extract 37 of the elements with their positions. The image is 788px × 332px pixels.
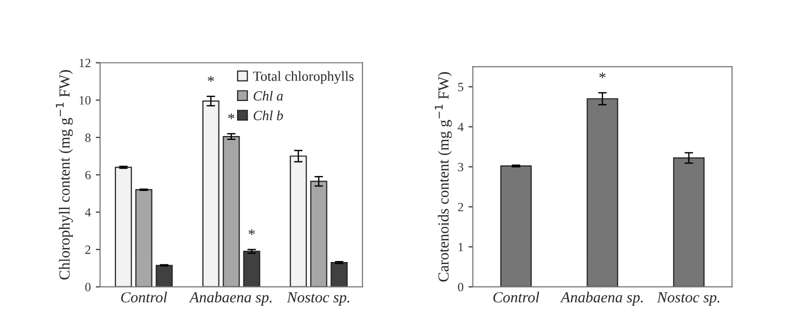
legend-label: Chl a: [254, 90, 283, 101]
x-tick-label: Nostoc sp.: [656, 292, 720, 306]
y-tick-label: 12: [80, 58, 90, 68]
y-tick-label: 0: [85, 282, 91, 292]
y-tick-label: 2: [458, 202, 464, 212]
bar: [114, 166, 132, 287]
bar: [243, 250, 260, 287]
bar: [330, 262, 348, 287]
x-tick-label: Control: [493, 292, 540, 302]
y-tick-label: 8: [85, 133, 91, 142]
y-tick-label: 2: [85, 246, 90, 254]
x-tick-label: Nostoc sp.: [286, 292, 350, 306]
x-tick-label: Anabaena sp.: [188, 292, 272, 306]
annotation: *: [599, 72, 606, 78]
x-tick-label: Control: [121, 292, 167, 302]
y-tick-label: 1: [458, 242, 464, 252]
bar: [290, 156, 307, 287]
y-axis-title: Carotenoids content (mg g$^{−1}$ FW): [434, 72, 452, 282]
bar: [310, 180, 328, 287]
annotation: *: [208, 76, 214, 82]
y-tick-label: 0: [458, 282, 464, 292]
y-tick-label: 10: [80, 96, 91, 105]
y-tick-label: 4: [85, 208, 91, 216]
x-tick-label: Anabaena sp.: [560, 292, 643, 306]
y-axis-title: Chlorophyll content (mg g$^{−1}$ FW): [56, 70, 73, 280]
bar: [222, 136, 240, 287]
legend-label: Chl b: [254, 110, 283, 120]
bar: [202, 100, 220, 287]
y-tick-label: 5: [458, 82, 464, 92]
y-tick-label: 4: [458, 122, 464, 132]
y-tick-label: 6: [85, 170, 91, 180]
y-tick-label: 3: [458, 162, 464, 172]
bar: [156, 264, 173, 287]
legend-label: Total chlorophylls: [253, 71, 354, 84]
annotation: *: [248, 229, 255, 235]
annotation: *: [228, 114, 234, 120]
bar: [135, 189, 152, 287]
